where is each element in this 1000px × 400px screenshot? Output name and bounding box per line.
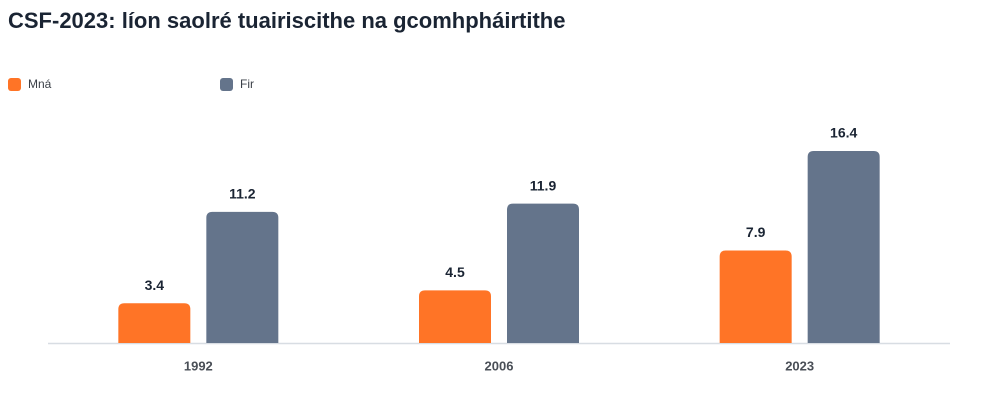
- bar: [118, 303, 191, 343]
- x-tick-label: 2006: [485, 358, 514, 373]
- legend-swatch: [220, 78, 233, 91]
- chart-title: CSF-2023: líon saolré tuairiscithe na gc…: [8, 8, 565, 33]
- legend-swatch: [8, 78, 21, 91]
- bar: [719, 250, 792, 343]
- legend-label: Mná: [28, 77, 52, 91]
- bar: [807, 151, 880, 343]
- value-label: 4.5: [445, 264, 465, 280]
- value-label: 11.2: [229, 186, 256, 202]
- value-label: 16.4: [830, 125, 857, 141]
- value-label: 11.9: [530, 177, 557, 193]
- x-tick-label: 2023: [785, 358, 814, 373]
- bar: [419, 290, 491, 343]
- value-label: 7.9: [746, 224, 766, 240]
- bar: [206, 211, 279, 343]
- value-label: 3.4: [145, 277, 165, 293]
- legend-label: Fir: [240, 77, 254, 91]
- x-tick-label: 1992: [184, 358, 213, 373]
- bar: [507, 203, 579, 343]
